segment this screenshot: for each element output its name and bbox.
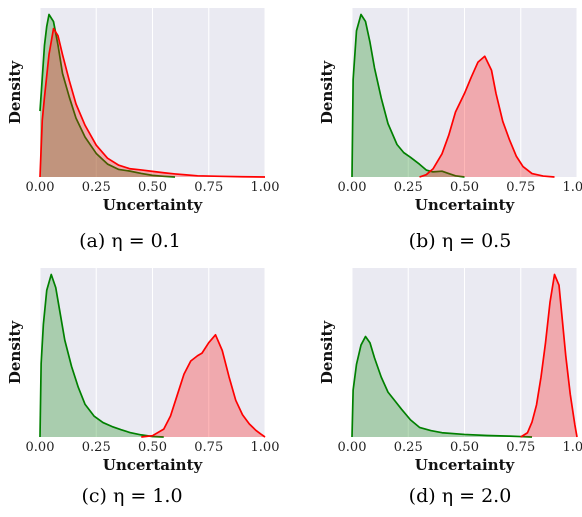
density-line-2 [141,333,266,438]
panel-caption: (b) η = 0.5 [409,230,512,252]
x-tick-label: 0.00 [338,180,367,195]
density-line-1 [39,273,164,438]
panel-caption: (c) η = 1.0 [81,485,182,507]
x-tick-label: 0.00 [338,440,367,455]
x-tick-label: 0.00 [26,180,55,195]
y-axis-label: Density [318,320,336,385]
x-tick-label: 0.50 [450,440,479,455]
x-tick-label: 0.75 [194,180,223,195]
density-line-2 [520,273,578,438]
chart-panel-3: 0.00 0.25 0.50 0.75 1.00 Uncertainty Density (c… [6,268,279,507]
density-line-1 [39,13,176,178]
x-tick-label: 0.75 [506,440,535,455]
density-area-2 [520,274,577,437]
x-tick-label: 0.50 [450,180,479,195]
density-area-2 [40,28,265,177]
x-tick-label: 0.25 [394,440,423,455]
x-tick-label: 0.50 [138,440,167,455]
density-area-1 [40,274,164,437]
density-line-1 [351,335,533,438]
x-tick-label: 0.75 [194,440,223,455]
x-axis-label: Uncertainty [103,456,204,474]
x-tick-label: 0.00 [26,440,55,455]
chart-panel-1: 0.00 0.25 0.50 0.75 1.00 Uncertainty Density (a… [6,8,279,252]
x-tick-label: 1.00 [251,440,280,455]
x-axis-label: Uncertainty [415,456,516,474]
x-tick-label: 1.00 [251,180,280,195]
x-tick-label: 0.75 [506,180,535,195]
x-tick-label: 1.00 [563,440,582,455]
x-tick-label: 0.50 [138,180,167,195]
x-tick-label: 0.25 [394,180,423,195]
chart-panel-4: 0.00 0.25 0.50 0.75 1.00 Uncertainty Density (d… [318,268,582,507]
x-axis-label: Uncertainty [103,196,204,214]
density-area-2 [419,56,555,177]
panel-caption: (d) η = 2.0 [409,485,512,507]
y-axis-label: Density [6,60,24,125]
density-line-2 [39,27,266,178]
density-area-1 [40,14,175,177]
x-tick-label: 1.00 [563,180,582,195]
y-axis-label: Density [318,60,336,125]
x-tick-label: 0.25 [82,180,111,195]
density-line-1 [351,13,465,178]
x-tick-label: 0.25 [82,440,111,455]
density-line-2 [419,55,555,178]
y-axis-label: Density [6,320,24,385]
panel-caption: (a) η = 0.1 [79,230,181,252]
chart-panel-2: 0.00 0.25 0.50 0.75 1.00 Uncertainty Density (b… [318,8,582,252]
density-area-1 [352,336,532,437]
x-axis-label: Uncertainty [415,196,516,214]
density-area-1 [352,14,465,177]
